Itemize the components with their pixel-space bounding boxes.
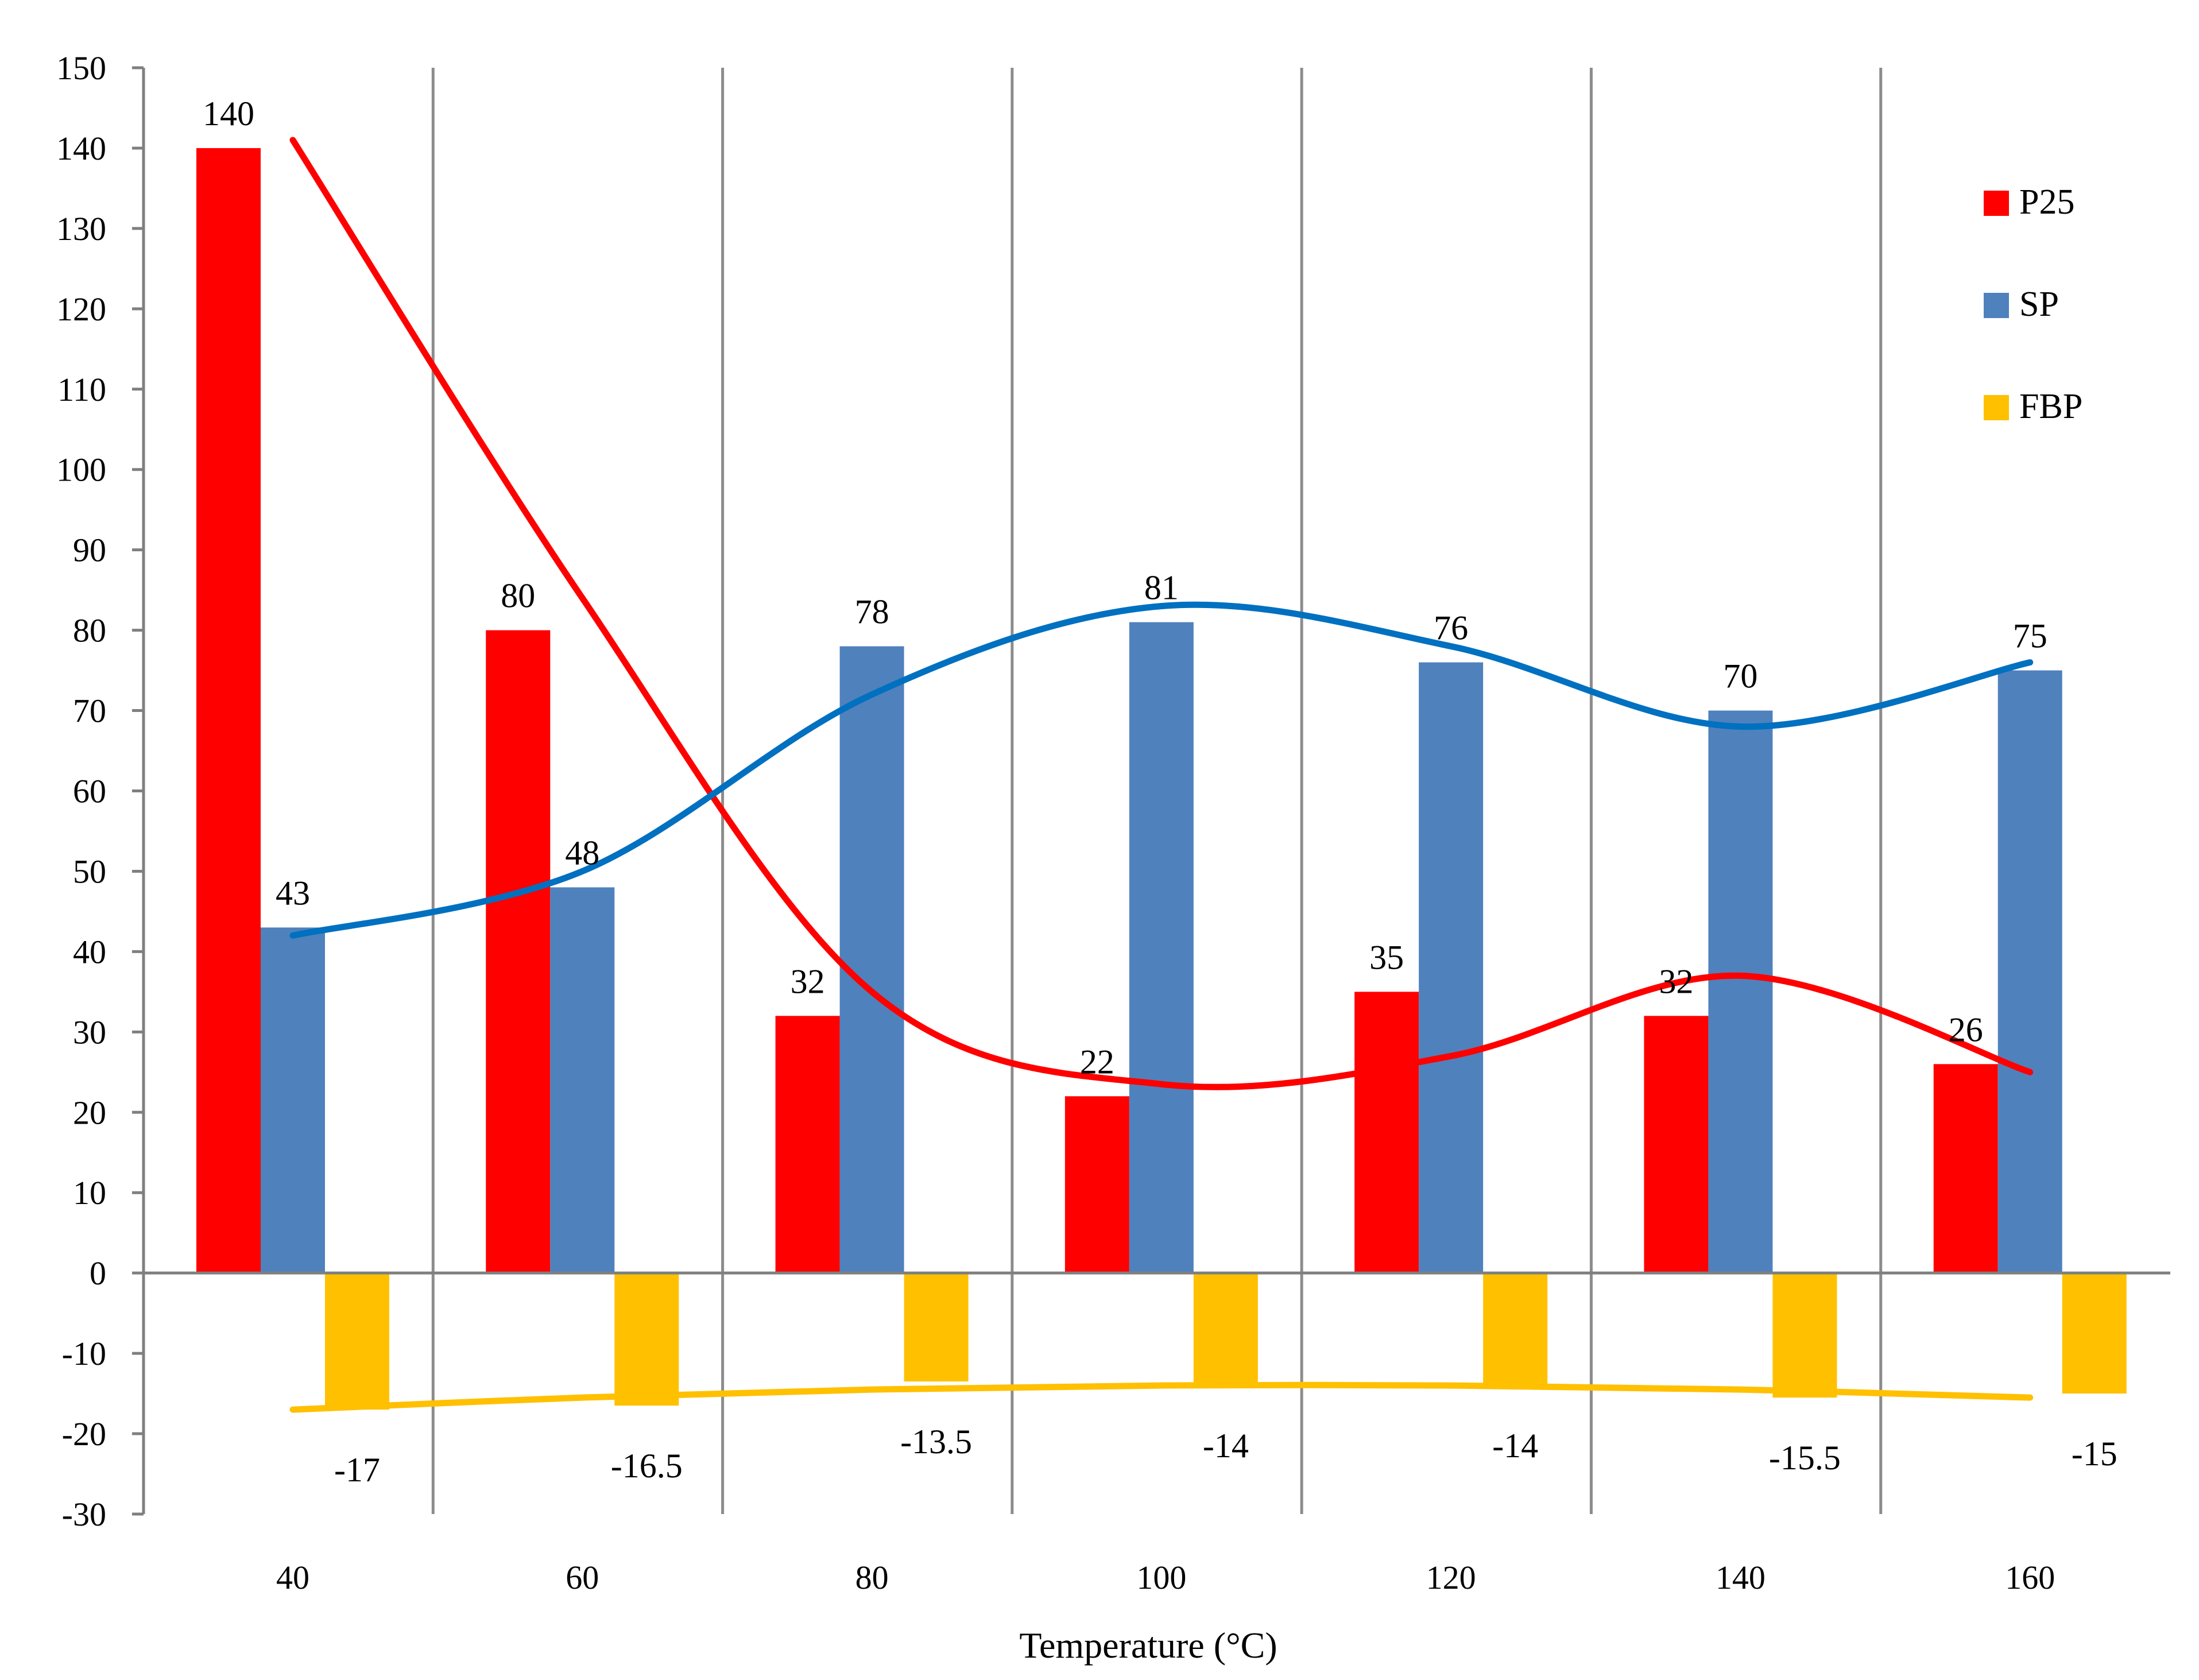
y-axis-ticks: -30 -20 -10 0 10 20 30 40 50 60 70 80 90 100 110 120 130… bbox=[56, 49, 144, 1533]
bar-fbp-40 bbox=[325, 1273, 389, 1410]
x-tick-label: 40 bbox=[276, 1559, 309, 1596]
data-label-fbp: -17 bbox=[334, 1451, 380, 1489]
y-tick-label: 100 bbox=[56, 451, 106, 489]
data-label-fbp: -14 bbox=[1492, 1427, 1538, 1465]
y-tick-label: 20 bbox=[73, 1094, 106, 1131]
legend-swatch-sp bbox=[1984, 293, 2009, 318]
y-tick-label: 50 bbox=[73, 853, 106, 890]
y-tick-label: 10 bbox=[73, 1174, 106, 1211]
y-tick-label: 90 bbox=[73, 532, 106, 569]
y-tick-label: 140 bbox=[56, 130, 106, 167]
y-tick-label: 30 bbox=[73, 1013, 106, 1051]
bar-p25-60 bbox=[486, 630, 551, 1273]
bar-p25-140 bbox=[1644, 1016, 1709, 1273]
legend-swatch-fbp bbox=[1984, 395, 2009, 420]
x-axis-title: Temperature (°C) bbox=[1019, 1625, 1277, 1666]
data-label-p25: 22 bbox=[1080, 1043, 1114, 1081]
data-label-p25: 140 bbox=[203, 95, 254, 133]
bar-p25-80 bbox=[775, 1016, 840, 1273]
y-tick-label: 40 bbox=[73, 933, 106, 970]
data-label-sp: 43 bbox=[276, 874, 310, 912]
trendline-fbp bbox=[289, 1381, 2034, 1413]
x-tick-label: 140 bbox=[1716, 1559, 1766, 1596]
data-label-fbp: -15 bbox=[2072, 1435, 2117, 1473]
bar-sp-40 bbox=[261, 927, 325, 1273]
bar-p25-160 bbox=[1933, 1064, 1998, 1273]
data-label-sp: 75 bbox=[2013, 617, 2047, 655]
trendline-sp bbox=[289, 601, 2034, 939]
y-tick-label: 150 bbox=[56, 49, 106, 87]
data-label-sp: 48 bbox=[565, 834, 599, 872]
trendline-p25 bbox=[289, 137, 2034, 1090]
x-tick-label: 120 bbox=[1426, 1559, 1476, 1596]
y-tick-label: -30 bbox=[62, 1496, 106, 1533]
legend-swatch-p25 bbox=[1984, 191, 2009, 216]
bar-sp-140 bbox=[1708, 710, 1773, 1273]
data-label-p25: 32 bbox=[1659, 962, 1693, 1000]
bar-fbp-120 bbox=[1483, 1273, 1548, 1386]
data-label-fbp: -13.5 bbox=[900, 1423, 972, 1461]
x-tick-label: 100 bbox=[1136, 1559, 1186, 1596]
bar-fbp-60 bbox=[614, 1273, 679, 1406]
bar-sp-60 bbox=[550, 887, 615, 1273]
bar-sp-80 bbox=[839, 646, 904, 1273]
data-label-sp: 76 bbox=[1434, 609, 1468, 647]
data-label-fbp: -16.5 bbox=[611, 1447, 683, 1485]
data-label-fbp: -14 bbox=[1203, 1427, 1249, 1465]
trendlines bbox=[289, 137, 2034, 1413]
bar-fbp-160 bbox=[2062, 1273, 2127, 1394]
legend: P25 SP FBP bbox=[1984, 183, 2082, 426]
data-label-fbp: -15.5 bbox=[1769, 1439, 1841, 1477]
y-tick-label: 70 bbox=[73, 692, 106, 730]
data-labels: 140 80 32 22 35 32 26 43 48 78 81 76 70 75 -17 -16.5 -13… bbox=[203, 95, 2117, 1489]
data-label-sp: 78 bbox=[855, 593, 889, 631]
x-tick-label: 160 bbox=[2005, 1559, 2055, 1596]
data-label-sp: 70 bbox=[1723, 657, 1757, 695]
data-label-sp: 81 bbox=[1144, 569, 1179, 607]
bars bbox=[196, 148, 2127, 1410]
bar-sp-160 bbox=[1997, 670, 2062, 1273]
y-tick-label: 80 bbox=[73, 612, 106, 649]
y-tick-label: 130 bbox=[56, 210, 106, 247]
legend-label-fbp: FBP bbox=[2019, 387, 2082, 426]
bar-p25-120 bbox=[1354, 992, 1419, 1273]
y-tick-label: 0 bbox=[90, 1255, 106, 1292]
y-tick-label: 60 bbox=[73, 773, 106, 810]
data-label-p25: 35 bbox=[1369, 938, 1404, 976]
bar-sp-120 bbox=[1419, 662, 1484, 1273]
y-tick-label: 110 bbox=[57, 371, 106, 408]
bar-p25-40 bbox=[196, 148, 261, 1273]
y-tick-label: -20 bbox=[62, 1415, 106, 1453]
bar-fbp-100 bbox=[1193, 1273, 1258, 1386]
bar-fbp-140 bbox=[1772, 1273, 1837, 1398]
data-label-p25: 80 bbox=[501, 577, 535, 615]
x-tick-label: 60 bbox=[566, 1559, 599, 1596]
x-axis-ticks: 40 60 80 100 120 140 160 bbox=[276, 1559, 2055, 1596]
x-tick-label: 80 bbox=[855, 1559, 889, 1596]
y-tick-label: 120 bbox=[56, 291, 106, 328]
legend-label-sp: SP bbox=[2019, 285, 2059, 324]
bar-sp-100 bbox=[1129, 622, 1194, 1273]
legend-label-p25: P25 bbox=[2019, 183, 2074, 222]
data-label-p25: 32 bbox=[791, 962, 825, 1000]
data-label-p25: 26 bbox=[1949, 1011, 1983, 1048]
bar-fbp-80 bbox=[904, 1273, 969, 1382]
bar-p25-100 bbox=[1064, 1096, 1129, 1273]
y-tick-label: -10 bbox=[62, 1335, 106, 1372]
